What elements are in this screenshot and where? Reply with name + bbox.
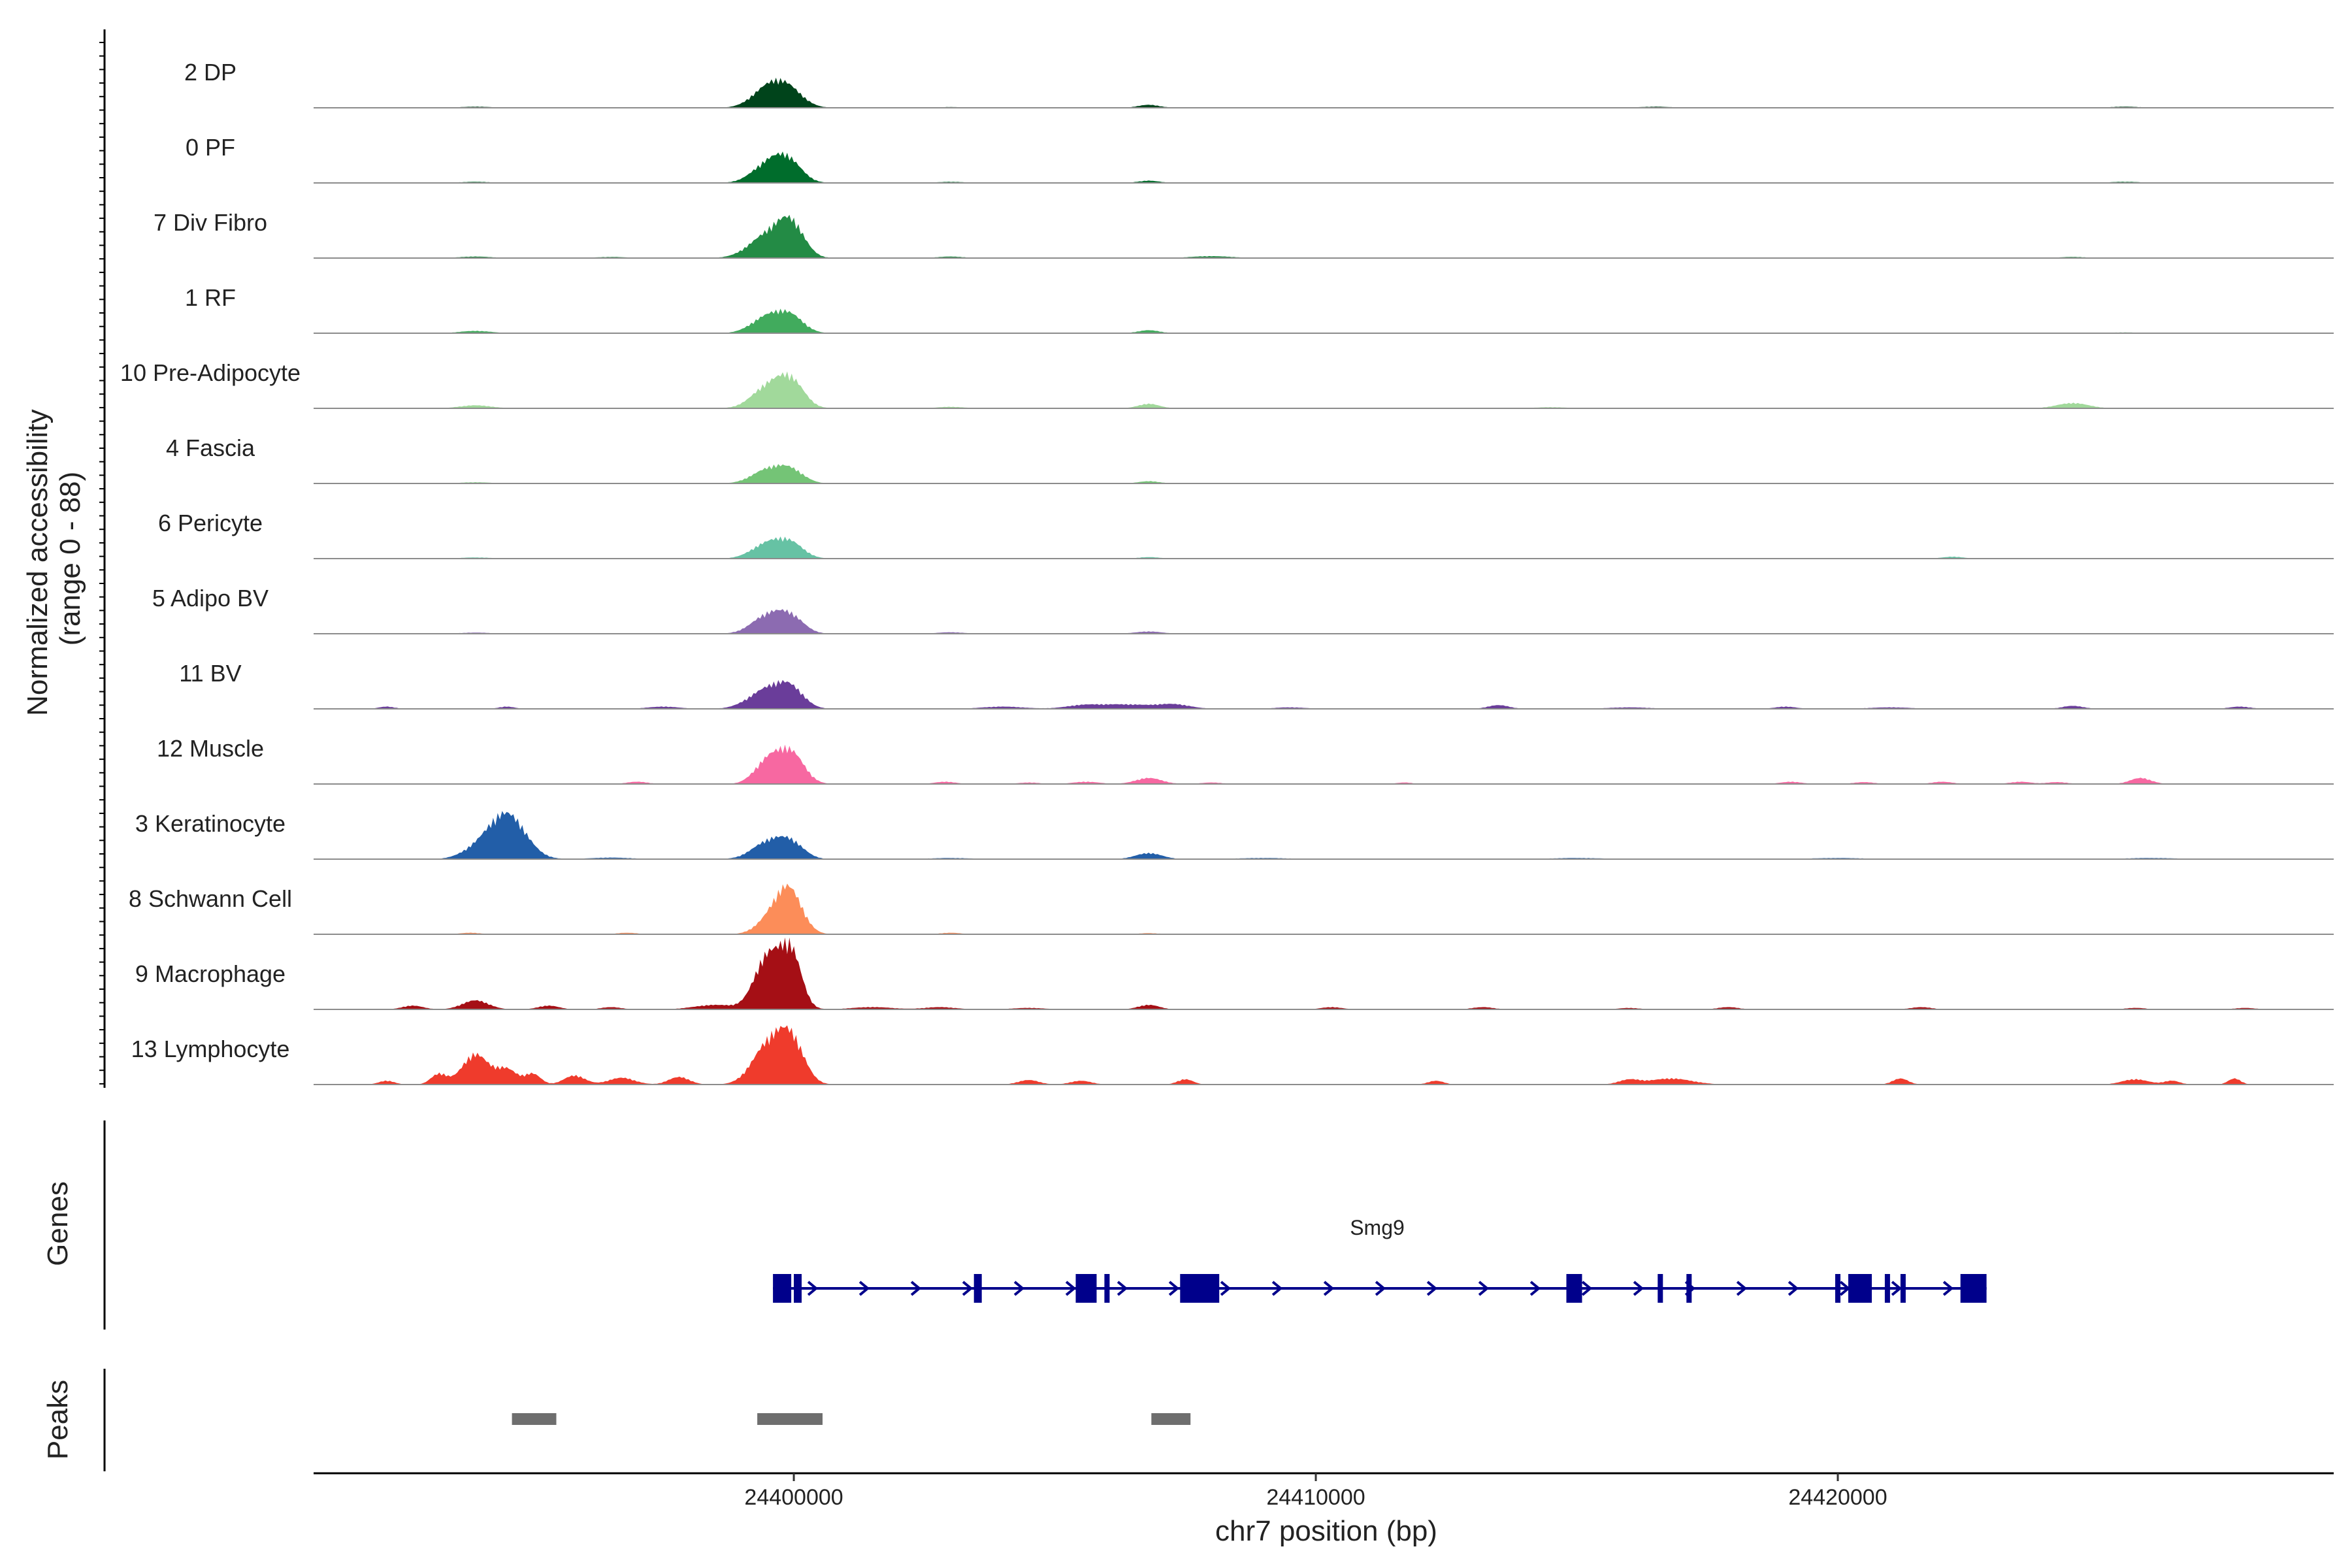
track-7: 6 Pericyte	[158, 510, 2334, 559]
track-11: 3 Keratinocyte	[135, 810, 2334, 860]
gene-exon	[1180, 1274, 1220, 1303]
y-axis-title: Normalized accessibility (range 0 - 88)	[22, 401, 86, 716]
y-axis-title-line-1: Normalized accessibility	[22, 409, 54, 715]
strand-arrow	[1168, 1281, 1180, 1296]
x-tick-label: 24410000	[1266, 1485, 1365, 1510]
track-4: 1 RF	[185, 284, 2334, 334]
track-label: 0 PF	[186, 134, 235, 161]
track-5: 10 Pre-Adipocyte	[120, 359, 2334, 409]
track-8: 5 Adipo BV	[152, 585, 2334, 634]
strand-arrow	[1426, 1281, 1438, 1296]
peak-region	[757, 1413, 823, 1425]
strand-arrow	[910, 1281, 922, 1296]
gene-exon	[773, 1274, 792, 1303]
track-10: 12 Muscle	[157, 735, 2334, 785]
strand-arrow	[1065, 1281, 1077, 1296]
track-label: 11 BV	[179, 660, 241, 687]
strand-arrow	[1375, 1281, 1386, 1296]
coverage-tracks: 2 DP 0 PF 7 Div Fibro 1 RF 10 Pre-Adipocyte 4…	[120, 59, 2334, 1085]
track-label: 9 Macrophage	[135, 960, 286, 987]
x-axis: 24400000 24410000 24420000	[314, 1472, 2334, 1510]
track-label: 13 Lymphocyte	[131, 1036, 290, 1062]
coverage-area	[314, 883, 2334, 934]
coverage-area	[314, 151, 2334, 183]
strand-arrow	[1271, 1281, 1283, 1296]
track-1: 2 DP	[184, 59, 2334, 108]
coverage-area	[314, 77, 2334, 108]
strand-arrow	[1581, 1281, 1593, 1296]
track-label: 8 Schwann Cell	[129, 885, 292, 912]
strand-arrow	[1117, 1281, 1128, 1296]
gene-exon	[1848, 1274, 1872, 1303]
gene-name-label: Smg9	[1350, 1216, 1405, 1239]
track-label: 7 Div Fibro	[154, 209, 267, 236]
track-9: 11 BV	[179, 660, 2334, 710]
coverage-area	[314, 1025, 2334, 1085]
coverage-area	[314, 308, 2334, 333]
peaks-panel-label: Peaks	[42, 1380, 74, 1460]
peak-region	[512, 1413, 557, 1425]
track-label: 4 Fascia	[166, 434, 255, 461]
track-label: 2 DP	[184, 59, 237, 86]
strand-arrow	[858, 1281, 870, 1296]
strand-arrow	[1478, 1281, 1490, 1296]
track-label: 5 Adipo BV	[152, 585, 269, 612]
strand-arrow	[1891, 1281, 1903, 1296]
gene-exon	[1835, 1274, 1840, 1303]
y-axis	[99, 29, 106, 1088]
strand-arrow	[807, 1281, 819, 1296]
track-3: 7 Div Fibro	[154, 209, 2334, 259]
coverage-area	[314, 811, 2334, 859]
coverage-area	[314, 679, 2334, 709]
gene-exon	[1884, 1274, 1890, 1303]
genes-panel: Genes Smg9	[42, 1120, 1987, 1330]
x-tick-label: 24420000	[1788, 1485, 1887, 1510]
track-label: 3 Keratinocyte	[135, 810, 286, 837]
gene-exon	[1960, 1274, 1987, 1303]
strand-arrow	[1633, 1281, 1644, 1296]
y-axis-title-line-2: (range 0 - 88)	[54, 472, 86, 646]
strand-arrow	[1323, 1281, 1335, 1296]
strand-arrow	[1013, 1281, 1025, 1296]
coverage-area	[314, 744, 2334, 784]
track-6: 4 Fascia	[166, 434, 2334, 484]
track-13: 9 Macrophage	[135, 938, 2334, 1010]
gene-exon	[1900, 1274, 1906, 1303]
gene-exon	[1075, 1274, 1097, 1303]
coverage-area	[314, 214, 2334, 258]
track-2: 0 PF	[186, 134, 2334, 184]
strand-arrow	[1736, 1281, 1748, 1296]
peak-region	[1151, 1413, 1191, 1425]
strand-arrow	[1788, 1281, 1799, 1296]
strand-arrow	[1942, 1281, 1954, 1296]
gene-exon	[1686, 1274, 1692, 1303]
coverage-area	[314, 464, 2334, 483]
track-label: 6 Pericyte	[158, 510, 263, 536]
track-label: 12 Muscle	[157, 735, 264, 762]
track-label: 1 RF	[185, 284, 236, 311]
strand-arrow	[1220, 1281, 1232, 1296]
genes-panel-label: Genes	[42, 1181, 74, 1266]
coverage-area	[314, 371, 2334, 408]
gene-exon	[794, 1274, 802, 1303]
track-14: 13 Lymphocyte	[131, 1025, 2334, 1085]
gene-exon	[1566, 1274, 1582, 1303]
peaks-panel: Peaks	[42, 1369, 1191, 1471]
strand-arrow	[1529, 1281, 1541, 1296]
track-label: 10 Pre-Adipocyte	[120, 359, 301, 386]
strand-arrow	[962, 1281, 973, 1296]
coverage-area	[314, 609, 2334, 634]
gene-exon	[1658, 1274, 1663, 1303]
x-axis-title: chr7 position (bp)	[1215, 1515, 1437, 1547]
coverage-area	[314, 938, 2334, 1009]
gene-exon	[973, 1274, 982, 1303]
x-tick-label: 24400000	[744, 1485, 843, 1510]
coverage-area	[314, 536, 2334, 559]
track-12: 8 Schwann Cell	[129, 883, 2334, 935]
gene-exon	[1104, 1274, 1110, 1303]
